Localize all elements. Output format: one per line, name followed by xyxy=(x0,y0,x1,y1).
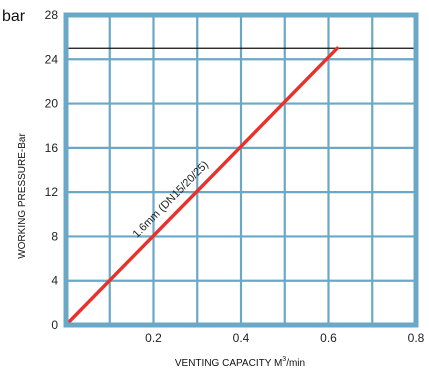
frame-layer xyxy=(63,12,419,328)
y-tick-label: 0 xyxy=(51,318,58,332)
tick-label-layer: 0 4 8 12 16 20 24 28 0.2 0.4 0.6 0.8 xyxy=(45,8,425,345)
y-tick-label: 16 xyxy=(45,141,59,155)
y-tick-label: 4 xyxy=(51,274,58,288)
x-axis-title-main: VENTING CAPACITY M xyxy=(175,358,282,369)
y-tick-label: 20 xyxy=(45,97,59,111)
x-tick-label: 0.8 xyxy=(408,331,425,345)
x-axis-title: VENTING CAPACITY M3/min xyxy=(175,356,305,369)
y-tick-label: 24 xyxy=(45,52,59,66)
series-layer xyxy=(64,46,339,327)
y-axis-title: WORKING PRESSURE-Bar xyxy=(17,133,28,259)
y-tick-label: 28 xyxy=(45,8,59,22)
x-axis-title-superscript: 3 xyxy=(282,356,286,363)
series-line xyxy=(64,46,339,327)
plot-frame xyxy=(63,12,419,328)
y-tick-label: 12 xyxy=(45,185,59,199)
x-tick-label: 0.2 xyxy=(145,331,162,345)
x-axis-title-tail: /min xyxy=(286,358,305,369)
y-tick-label: 8 xyxy=(51,229,58,243)
grid-layer xyxy=(66,15,416,325)
unit-label: bar xyxy=(2,8,26,25)
series-annotation: 1.6mm (DN15/20/25) xyxy=(131,159,211,241)
x-tick-label: 0.6 xyxy=(320,331,337,345)
x-tick-label: 0.4 xyxy=(233,331,250,345)
